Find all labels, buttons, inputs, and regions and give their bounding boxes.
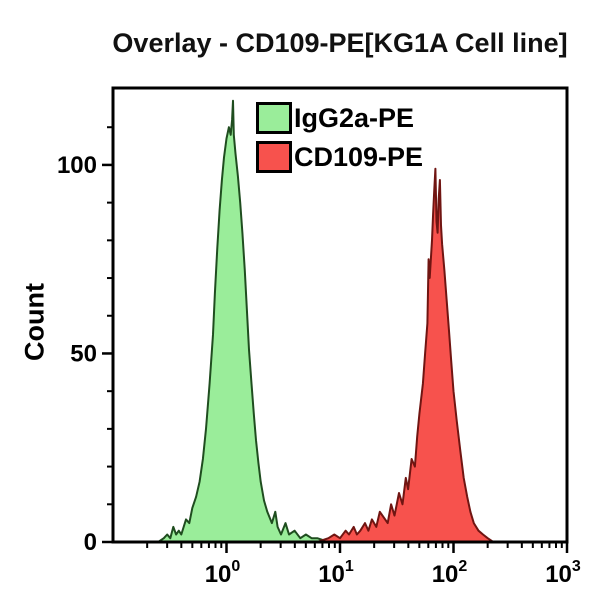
x-tick-label: 100 [205, 558, 241, 588]
legend-swatch-igg2a-icon [256, 102, 292, 134]
plot-frame [111, 86, 569, 544]
histogram-curve-cd109-pe [316, 167, 495, 543]
x-tick-label: 101 [318, 558, 354, 588]
histogram-curve-igg2a-pe [157, 99, 330, 543]
legend: IgG2a-PE CD109-PE [256, 102, 423, 173]
x-tick-label: 103 [545, 558, 581, 588]
legend-item-cd109: CD109-PE [256, 141, 423, 173]
y-tick-label: 0 [84, 529, 97, 556]
legend-item-igg2a: IgG2a-PE [256, 102, 423, 134]
legend-swatch-cd109-icon [256, 141, 292, 173]
legend-label-cd109: CD109-PE [294, 141, 424, 172]
x-tick-label: 102 [432, 558, 468, 588]
y-tick-label: 50 [70, 340, 97, 367]
y-tick-label: 100 [57, 152, 97, 179]
legend-label-igg2a: IgG2a-PE [294, 102, 415, 133]
chart-title: Overlay - CD109-PE[KG1A Cell line] [112, 28, 568, 58]
